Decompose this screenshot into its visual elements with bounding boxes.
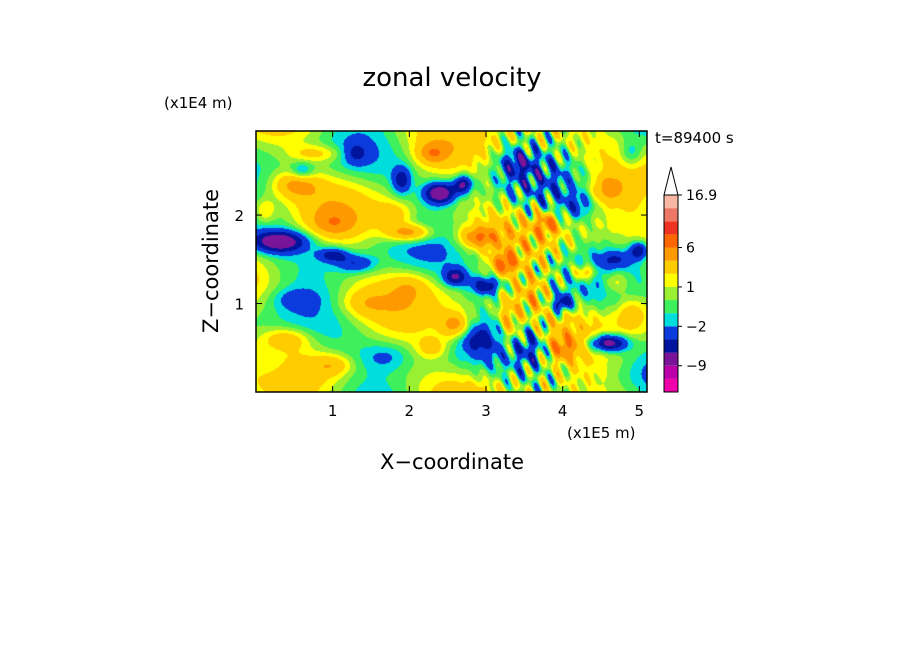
colorbar-segment bbox=[664, 195, 678, 209]
chart-title: zonal velocity bbox=[362, 63, 541, 93]
x-tick-label: 5 bbox=[635, 402, 645, 420]
colorbar-segment bbox=[664, 365, 678, 379]
colorbar-extend-arrow bbox=[663, 166, 679, 196]
colorbar-label: −2 bbox=[686, 319, 707, 335]
x-axis-unit: (x1E5 m) bbox=[567, 424, 636, 442]
colorbar-segment bbox=[664, 260, 678, 274]
colorbar-segment bbox=[664, 221, 678, 235]
colorbar-segment bbox=[664, 273, 678, 287]
x-axis-title: X−coordinate bbox=[380, 450, 524, 474]
x-tick-label: 4 bbox=[558, 402, 568, 420]
x-axis-ticks: 1 2 3 4 5 bbox=[328, 131, 644, 420]
colorbar-label: 1 bbox=[686, 280, 695, 296]
x-tick-label: 2 bbox=[405, 402, 415, 420]
colorbar-segment bbox=[664, 313, 678, 327]
colorbar-segment bbox=[664, 247, 678, 261]
x-tick-label: 3 bbox=[481, 402, 491, 420]
y-tick-label: 2 bbox=[234, 207, 244, 225]
colorbar-segment bbox=[664, 326, 678, 340]
plot-frame bbox=[255, 130, 648, 393]
colorbar-segment bbox=[664, 208, 678, 222]
time-label: t=89400 s bbox=[655, 129, 734, 147]
colorbar-label: −9 bbox=[686, 359, 707, 375]
y-axis-unit: (x1E4 m) bbox=[164, 94, 233, 112]
plot-area bbox=[255, 130, 648, 393]
y-tick-label: 1 bbox=[234, 296, 244, 314]
y-axis-ticks: 12 bbox=[234, 207, 647, 314]
colorbar-label: 6 bbox=[686, 241, 695, 257]
colorbar-segment bbox=[664, 286, 678, 301]
colorbar-segment bbox=[664, 352, 678, 366]
velocity-field bbox=[256, 131, 647, 392]
colorbar-segment bbox=[664, 300, 678, 314]
colorbar-segment bbox=[664, 339, 678, 353]
y-axis-title: Z−coordinate bbox=[199, 189, 223, 333]
x-tick-label: 1 bbox=[328, 402, 338, 420]
colorbar: 16.9 6 1 −2 −9 bbox=[663, 166, 717, 393]
colorbar-label: 16.9 bbox=[686, 188, 717, 204]
colorbar-segment bbox=[664, 234, 678, 248]
colorbar-segment bbox=[664, 378, 678, 392]
